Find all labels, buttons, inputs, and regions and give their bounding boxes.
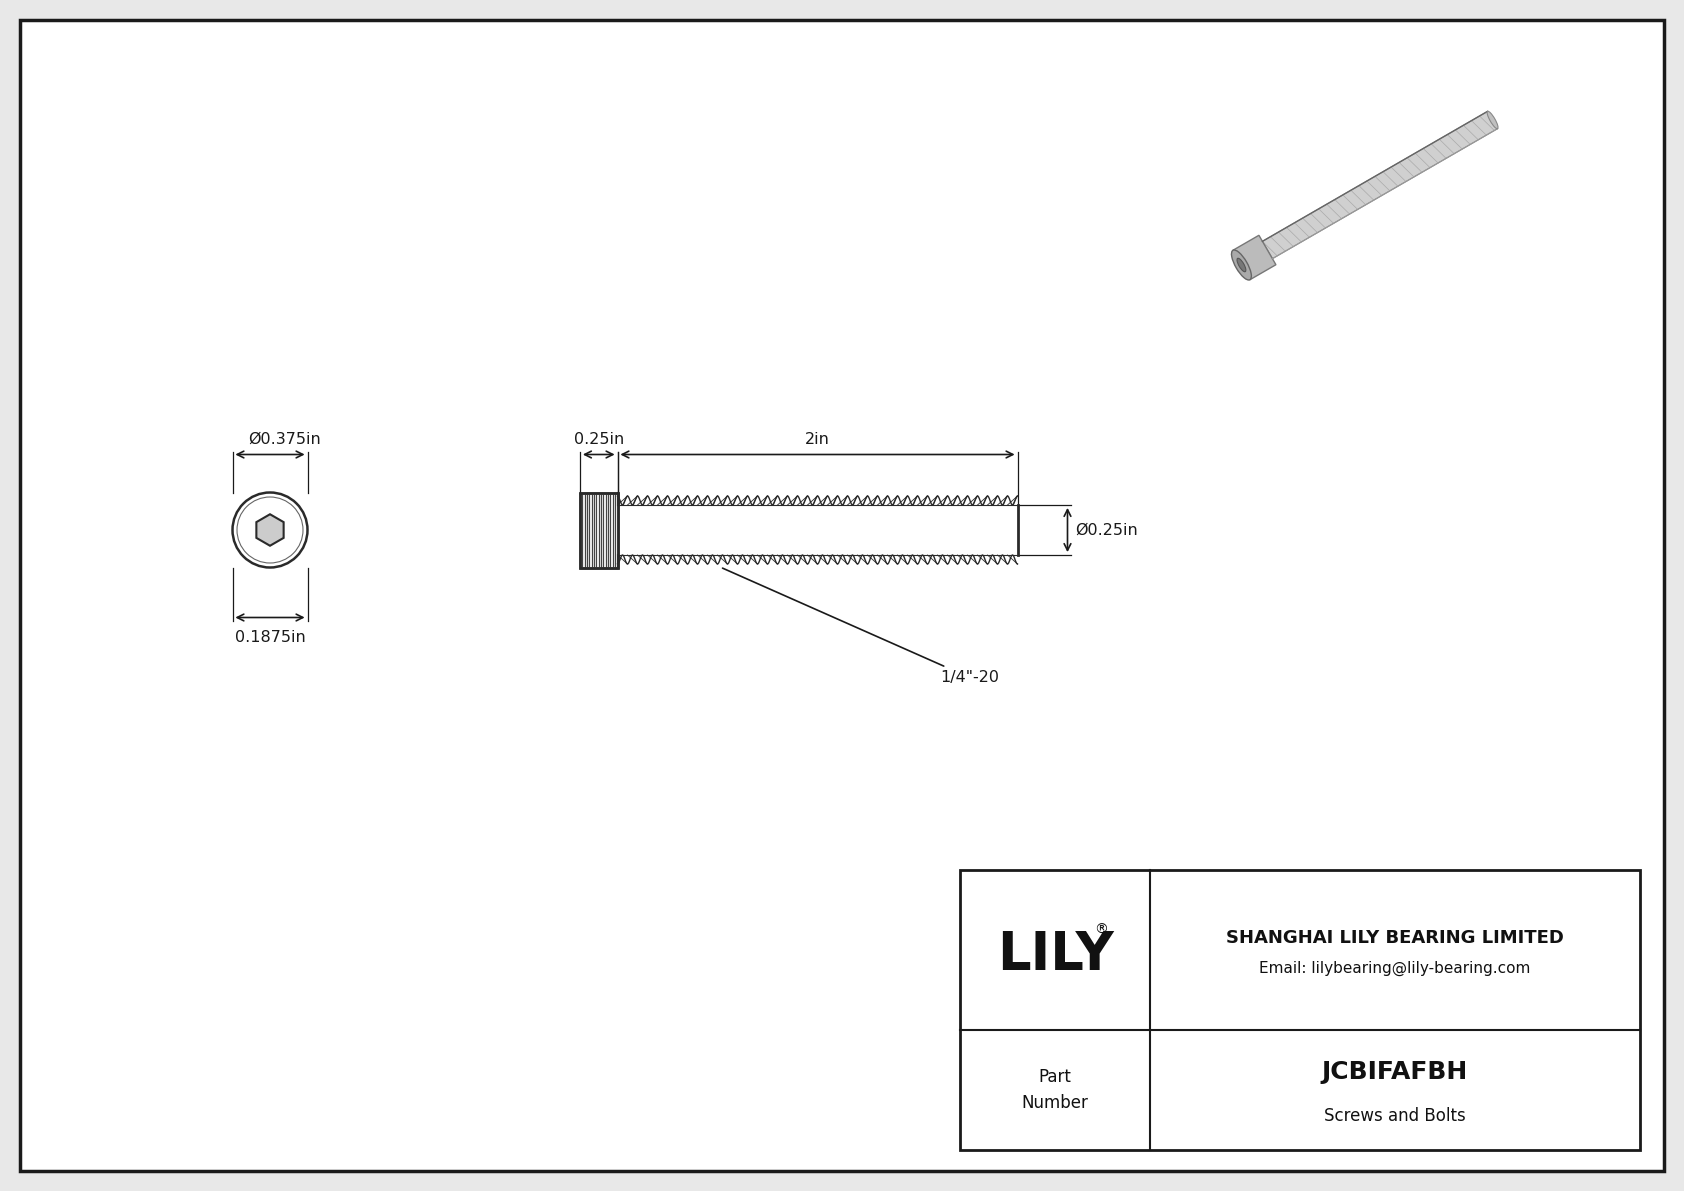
Text: Part
Number: Part Number: [1022, 1068, 1088, 1112]
Polygon shape: [1233, 236, 1276, 280]
Text: 0.25in: 0.25in: [574, 431, 623, 447]
Bar: [960, 869, 1640, 1151]
Text: Email: lilybearing@lily-bearing.com: Email: lilybearing@lily-bearing.com: [1260, 960, 1531, 975]
Text: Ø0.375in: Ø0.375in: [249, 431, 322, 447]
Bar: [579, 493, 618, 567]
Text: LILY: LILY: [997, 929, 1113, 981]
Text: Ø0.25in: Ø0.25in: [1076, 523, 1138, 537]
Text: 2in: 2in: [805, 431, 830, 447]
Text: SHANGHAI LILY BEARING LIMITED: SHANGHAI LILY BEARING LIMITED: [1226, 929, 1564, 947]
Polygon shape: [256, 515, 283, 545]
Polygon shape: [1263, 111, 1497, 258]
Bar: [579, 493, 618, 567]
Ellipse shape: [1487, 111, 1499, 129]
Circle shape: [232, 493, 308, 567]
Text: 0.1875in: 0.1875in: [234, 630, 305, 644]
Ellipse shape: [1238, 258, 1246, 272]
Circle shape: [237, 497, 303, 563]
Text: JCBIFAFBH: JCBIFAFBH: [1322, 1060, 1468, 1084]
Text: Screws and Bolts: Screws and Bolts: [1324, 1108, 1465, 1125]
Text: ®: ®: [1095, 923, 1108, 937]
Ellipse shape: [1231, 250, 1251, 280]
Text: 1/4"-20: 1/4"-20: [722, 568, 999, 685]
